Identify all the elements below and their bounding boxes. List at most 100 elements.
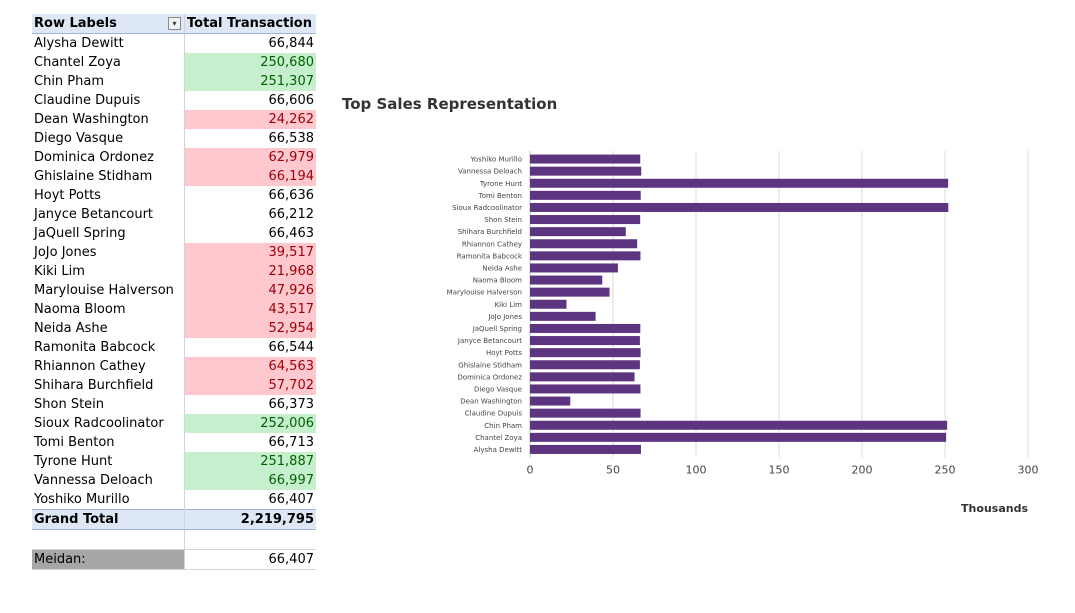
grand-total-value: 2,219,795 xyxy=(184,509,316,530)
grand-total-row: Grand Total 2,219,795 xyxy=(32,509,316,530)
bar[interactable] xyxy=(530,348,641,358)
bar[interactable] xyxy=(530,372,635,382)
bar[interactable] xyxy=(530,227,626,237)
category-label: Dominica Ordonez xyxy=(457,373,522,381)
blank-row xyxy=(32,529,316,550)
category-label: Alysha Dewitt xyxy=(474,446,523,454)
table-row[interactable]: Vannessa Deloach 66,997 xyxy=(32,471,316,490)
bar[interactable] xyxy=(530,299,567,309)
bar[interactable] xyxy=(530,202,949,212)
bar[interactable] xyxy=(530,408,641,418)
category-label: Claudine Dupuis xyxy=(465,410,523,418)
bar[interactable] xyxy=(530,251,641,261)
rep-name-cell: Ghislaine Stidham xyxy=(32,167,185,186)
bar[interactable] xyxy=(530,166,642,176)
bar[interactable] xyxy=(530,311,596,321)
table-row[interactable]: Chantel Zoya 250,680 xyxy=(32,53,316,72)
table-row[interactable]: Janyce Betancourt 66,212 xyxy=(32,205,316,224)
transaction-cell: 66,844 xyxy=(268,36,315,51)
table-row[interactable]: JoJo Jones 39,517 xyxy=(32,243,316,262)
bar[interactable] xyxy=(530,263,618,273)
bar[interactable] xyxy=(530,420,948,430)
table-row[interactable]: JaQuell Spring 66,463 xyxy=(32,224,316,243)
category-label: Diego Vasque xyxy=(474,385,522,393)
empty-cell[interactable] xyxy=(184,529,316,550)
rep-name-cell: Chin Pham xyxy=(32,72,185,91)
table-row[interactable]: Tomi Benton 66,713 xyxy=(32,433,316,452)
transaction-cell: 252,006 xyxy=(184,414,316,433)
bar[interactable] xyxy=(530,432,947,442)
x-tick-label: 200 xyxy=(852,464,873,477)
bar[interactable] xyxy=(530,287,610,297)
table-row[interactable]: Dean Washington 24,262 xyxy=(32,110,316,129)
table-row[interactable]: Rhiannon Cathey 64,563 xyxy=(32,357,316,376)
category-label: Shon Stein xyxy=(484,216,522,224)
table-row[interactable]: Chin Pham 251,307 xyxy=(32,72,316,91)
table-row[interactable]: Diego Vasque 66,538 xyxy=(32,129,316,148)
filter-dropdown-icon[interactable]: ▾ xyxy=(168,17,181,30)
row-labels-header-text: Row Labels xyxy=(34,16,117,31)
table-row[interactable]: Claudine Dupuis 66,606 xyxy=(32,91,316,110)
table-row[interactable]: Shihara Burchfield 57,702 xyxy=(32,376,316,395)
bar[interactable] xyxy=(530,396,571,406)
bar[interactable] xyxy=(530,239,638,249)
x-tick-label: 0 xyxy=(527,464,534,477)
bar[interactable] xyxy=(530,190,641,200)
category-label: Ghislaine Stidham xyxy=(458,361,522,369)
chart-title: Top Sales Representation xyxy=(342,95,557,113)
transaction-cell: 66,713 xyxy=(268,435,315,450)
rep-name-cell: Tyrone Hunt xyxy=(32,452,185,471)
median-row: Meidan: 66,407 xyxy=(32,549,316,570)
table-row[interactable]: Alysha Dewitt 66,844 xyxy=(32,33,316,53)
rep-name-cell: Janyce Betancourt xyxy=(32,205,185,224)
table-row[interactable]: Kiki Lim 21,968 xyxy=(32,262,316,281)
table-row[interactable]: Shon Stein 66,373 xyxy=(32,395,316,414)
category-label: Marylouise Halverson xyxy=(447,289,522,297)
x-tick-label: 250 xyxy=(935,464,956,477)
transaction-cell: 66,544 xyxy=(268,340,315,355)
table-row[interactable]: Dominica Ordonez 62,979 xyxy=(32,148,316,167)
bar[interactable] xyxy=(530,336,640,346)
bar[interactable] xyxy=(530,323,641,333)
bar[interactable] xyxy=(530,444,641,454)
bar[interactable] xyxy=(530,360,640,370)
rep-name-cell: Rhiannon Cathey xyxy=(32,357,185,376)
rep-name-cell: Yoshiko Murillo xyxy=(32,490,185,510)
bar[interactable] xyxy=(530,154,641,164)
bar[interactable] xyxy=(530,215,641,225)
transaction-cell: 66,194 xyxy=(184,167,316,186)
rep-name-cell: Alysha Dewitt xyxy=(32,33,185,53)
table-row[interactable]: Tyrone Hunt 251,887 xyxy=(32,452,316,471)
transaction-cell: 251,307 xyxy=(184,72,316,91)
table-row[interactable]: Sioux Radcoolinator 252,006 xyxy=(32,414,316,433)
transaction-cell: 66,212 xyxy=(268,207,315,222)
category-label: Naoma Bloom xyxy=(473,277,522,285)
transaction-cell: 52,954 xyxy=(184,319,316,338)
transaction-cell: 64,563 xyxy=(184,357,316,376)
rep-name-cell: Ramonita Babcock xyxy=(32,338,185,357)
table-row[interactable]: Marylouise Halverson 47,926 xyxy=(32,281,316,300)
rep-name-cell: Marylouise Halverson xyxy=(32,281,185,300)
table-row[interactable]: Hoyt Potts 66,636 xyxy=(32,186,316,205)
category-label: JaQuell Spring xyxy=(472,325,522,333)
bar[interactable] xyxy=(530,384,641,394)
pivot-header-row: Row Labels ▾ Total Transaction xyxy=(32,14,316,34)
table-row[interactable]: Ramonita Babcock 66,544 xyxy=(32,338,316,357)
transaction-cell: 43,517 xyxy=(184,300,316,319)
category-label: Hoyt Potts xyxy=(486,349,522,357)
row-labels-header[interactable]: Row Labels ▾ xyxy=(32,14,185,34)
bar[interactable] xyxy=(530,275,603,285)
table-row[interactable]: Yoshiko Murillo 66,407 xyxy=(32,490,316,510)
chart-gridlines xyxy=(529,151,1029,458)
transaction-cell: 66,373 xyxy=(268,397,315,412)
median-label: Meidan: xyxy=(32,549,185,570)
rep-name-cell: Hoyt Potts xyxy=(32,186,185,205)
table-row[interactable]: Ghislaine Stidham 66,194 xyxy=(32,167,316,186)
category-label: Sioux Radcoolinator xyxy=(452,204,522,212)
category-label: Dean Washington xyxy=(460,398,522,406)
empty-cell[interactable] xyxy=(32,529,185,550)
table-row[interactable]: Neida Ashe 52,954 xyxy=(32,319,316,338)
rep-name-cell: Shihara Burchfield xyxy=(32,376,185,395)
bar[interactable] xyxy=(530,178,949,188)
table-row[interactable]: Naoma Bloom 43,517 xyxy=(32,300,316,319)
